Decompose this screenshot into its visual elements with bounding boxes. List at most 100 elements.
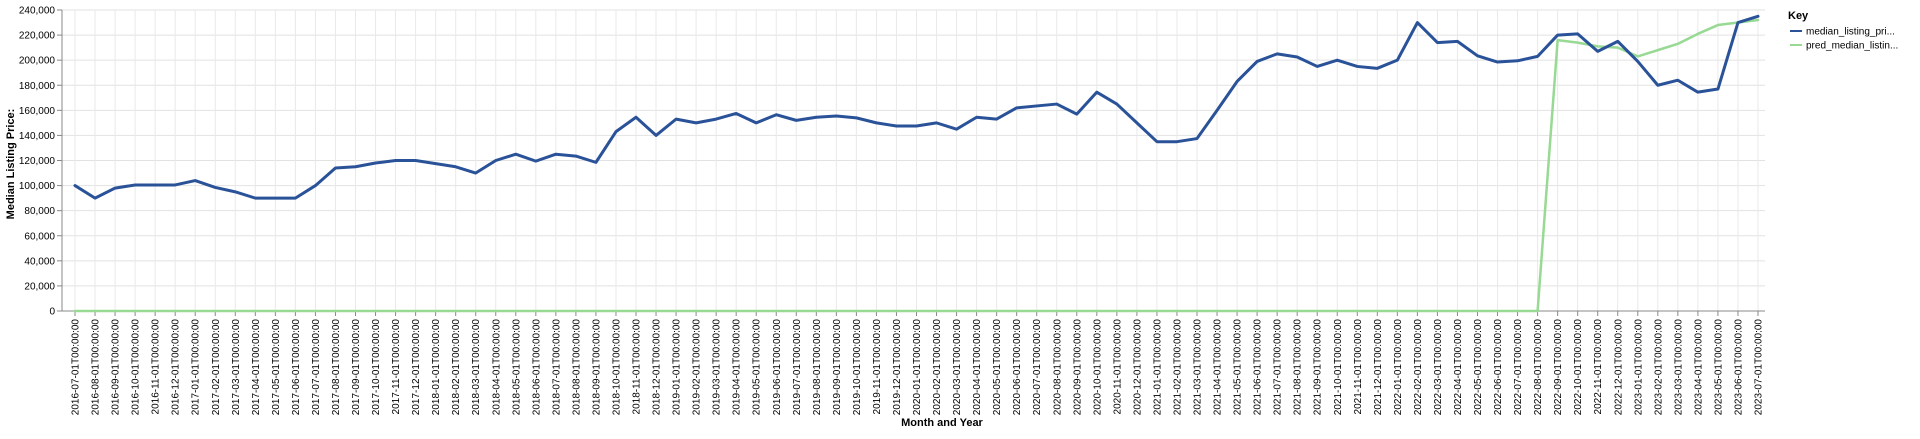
x-tick-label: 2022-12-01T00:00:00 [1613, 319, 1624, 416]
x-tick-label: 2023-03-01T00:00:00 [1673, 319, 1684, 416]
x-tick-label: 2017-04-01T00:00:00 [251, 319, 262, 416]
x-tick-label: 2021-01-01T00:00:00 [1152, 319, 1163, 416]
x-tick-label: 2019-07-01T00:00:00 [792, 319, 803, 416]
x-tick-label: 2020-01-01T00:00:00 [912, 319, 923, 416]
x-tick-label: 2020-09-01T00:00:00 [1072, 319, 1083, 416]
x-tick-label: 2020-02-01T00:00:00 [932, 319, 943, 416]
y-tick-label: 140,000 [19, 131, 56, 142]
x-tick-label: 2019-11-01T00:00:00 [872, 319, 883, 415]
x-tick-label: 2020-10-01T00:00:00 [1092, 319, 1103, 416]
x-tick-label: 2017-10-01T00:00:00 [371, 319, 382, 416]
y-tick-label: 0 [49, 307, 55, 318]
x-tick-labels: 2016-07-01T00:00:00 2016-08-01T00:00:00 20… [71, 311, 1765, 415]
x-tick-label: 2020-11-01T00:00:00 [1112, 319, 1123, 415]
x-tick-label: 2017-11-01T00:00:00 [391, 319, 402, 415]
x-tick-label: 2018-09-01T00:00:00 [591, 319, 602, 416]
x-tick-label: 2022-07-01T00:00:00 [1513, 319, 1524, 416]
series-line-pred-median-listing-price [73, 18, 1760, 313]
x-tick-label: 2022-08-01T00:00:00 [1533, 319, 1544, 416]
x-tick-label: 2016-12-01T00:00:00 [171, 319, 182, 416]
x-tick-label: 2017-06-01T00:00:00 [291, 319, 302, 416]
x-tick-label: 2021-05-01T00:00:00 [1233, 319, 1244, 416]
x-tick-label: 2021-11-01T00:00:00 [1353, 319, 1364, 415]
grid-lines [62, 9, 1765, 312]
x-tick-label: 2020-12-01T00:00:00 [1132, 319, 1143, 416]
x-tick-label: 2019-02-01T00:00:00 [692, 319, 703, 416]
x-tick-label: 2023-02-01T00:00:00 [1653, 319, 1664, 416]
y-tick-label: 160,000 [19, 106, 56, 117]
x-tick-label: 2023-07-01T00:00:00 [1754, 319, 1765, 416]
y-tick-label: 20,000 [24, 281, 55, 292]
x-tick-label: 2023-05-01T00:00:00 [1713, 319, 1724, 416]
x-tick-label: 2017-01-01T00:00:00 [191, 319, 202, 416]
x-tick-label: 2022-09-01T00:00:00 [1553, 319, 1564, 416]
x-tick-label: 2021-12-01T00:00:00 [1373, 319, 1384, 416]
x-tick-label: 2022-02-01T00:00:00 [1413, 319, 1424, 416]
y-tick-label: 60,000 [24, 231, 55, 242]
x-tick-label: 2021-07-01T00:00:00 [1273, 319, 1284, 416]
y-tick-label: 100,000 [19, 181, 56, 192]
x-tick-label: 2022-11-01T00:00:00 [1593, 319, 1604, 415]
x-tick-label: 2017-02-01T00:00:00 [211, 319, 222, 416]
x-tick-label: 2019-12-01T00:00:00 [892, 319, 903, 416]
legend-label: median_listing_pri... [1806, 27, 1895, 38]
x-tick-label: 2021-03-01T00:00:00 [1193, 319, 1204, 416]
x-tick-label: 2020-04-01T00:00:00 [972, 319, 983, 416]
x-tick-label: 2019-01-01T00:00:00 [672, 319, 683, 416]
x-tick-label: 2019-03-01T00:00:00 [712, 319, 723, 416]
x-tick-label: 2018-10-01T00:00:00 [611, 319, 622, 416]
x-tick-label: 2020-05-01T00:00:00 [992, 319, 1003, 416]
x-tick-label: 2021-06-01T00:00:00 [1253, 319, 1264, 416]
x-tick-label: 2022-01-01T00:00:00 [1393, 319, 1404, 416]
x-tick-label: 2019-06-01T00:00:00 [772, 319, 783, 416]
x-tick-label: 2018-01-01T00:00:00 [431, 319, 442, 416]
x-tick-label: 2017-12-01T00:00:00 [411, 319, 422, 416]
x-tick-label: 2021-02-01T00:00:00 [1172, 319, 1183, 416]
y-axis-title: Median Listing Price: [5, 109, 17, 220]
x-tick-label: 2019-05-01T00:00:00 [752, 319, 763, 416]
x-tick-label: 2016-08-01T00:00:00 [91, 319, 102, 416]
x-tick-label: 2017-05-01T00:00:00 [271, 319, 282, 416]
x-tick-label: 2017-08-01T00:00:00 [331, 319, 342, 416]
y-tick-label: 220,000 [19, 31, 56, 42]
x-tick-label: 2020-07-01T00:00:00 [1032, 319, 1043, 416]
x-tick-label: 2017-03-01T00:00:00 [231, 319, 242, 416]
x-tick-label: 2022-05-01T00:00:00 [1473, 319, 1484, 416]
x-tick-label: 2018-11-01T00:00:00 [632, 319, 643, 415]
x-tick-label: 2020-03-01T00:00:00 [952, 319, 963, 416]
x-tick-label: 2018-05-01T00:00:00 [511, 319, 522, 416]
x-tick-label: 2023-06-01T00:00:00 [1733, 319, 1744, 416]
x-tick-label: 2018-07-01T00:00:00 [551, 319, 562, 416]
x-tick-label: 2023-01-01T00:00:00 [1633, 319, 1644, 416]
y-tick-label: 120,000 [19, 156, 56, 167]
x-tick-label: 2018-06-01T00:00:00 [531, 319, 542, 416]
x-tick-label: 2019-10-01T00:00:00 [852, 319, 863, 416]
y-tick-label: 80,000 [24, 206, 55, 217]
x-tick-label: 2016-11-01T00:00:00 [151, 319, 162, 415]
x-tick-label: 2019-04-01T00:00:00 [732, 319, 743, 416]
x-tick-label: 2021-08-01T00:00:00 [1293, 319, 1304, 416]
x-tick-label: 2022-04-01T00:00:00 [1453, 319, 1464, 416]
legend-items: median_listing_pri... pred_median_listin.… [1790, 27, 1898, 52]
x-tick-label: 2017-09-01T00:00:00 [351, 319, 362, 416]
x-tick-label: 2017-07-01T00:00:00 [311, 319, 322, 416]
x-tick-label: 2023-04-01T00:00:00 [1693, 319, 1704, 416]
y-tick-label: 40,000 [24, 256, 55, 267]
x-tick-label: 2022-10-01T00:00:00 [1573, 319, 1584, 416]
legend: Key median_listing_pri... pred_median_lis… [1788, 10, 1898, 52]
x-tick-label: 2020-08-01T00:00:00 [1052, 319, 1063, 416]
x-tick-label: 2019-09-01T00:00:00 [832, 319, 843, 416]
x-tick-label: 2021-04-01T00:00:00 [1213, 319, 1224, 416]
x-tick-label: 2022-03-01T00:00:00 [1433, 319, 1444, 416]
y-tick-labels: 0 20,000 40,000 60,000 80,000 100,000 120,000 1… [19, 6, 62, 318]
x-tick-label: 2021-09-01T00:00:00 [1313, 319, 1324, 416]
x-tick-label: 2016-10-01T00:00:00 [131, 319, 142, 416]
y-tick-label: 200,000 [19, 56, 56, 67]
x-tick-label: 2021-10-01T00:00:00 [1333, 319, 1344, 416]
x-tick-label: 2018-12-01T00:00:00 [652, 319, 663, 416]
y-tick-label: 240,000 [19, 6, 56, 17]
x-tick-label: 2018-02-01T00:00:00 [451, 319, 462, 416]
x-tick-label: 2018-04-01T00:00:00 [491, 319, 502, 416]
